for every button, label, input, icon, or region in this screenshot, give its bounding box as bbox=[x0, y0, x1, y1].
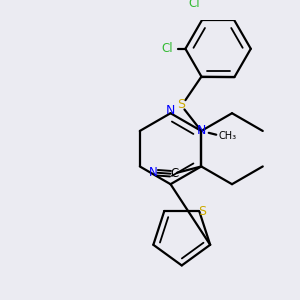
Text: N: N bbox=[149, 166, 158, 179]
Text: N: N bbox=[166, 104, 175, 117]
Text: C: C bbox=[170, 167, 178, 180]
Text: S: S bbox=[198, 205, 206, 218]
Text: Cl: Cl bbox=[188, 0, 200, 10]
Text: CH₃: CH₃ bbox=[218, 130, 236, 141]
Text: Cl: Cl bbox=[161, 42, 172, 55]
Text: S: S bbox=[177, 98, 185, 111]
Text: N: N bbox=[196, 124, 206, 137]
